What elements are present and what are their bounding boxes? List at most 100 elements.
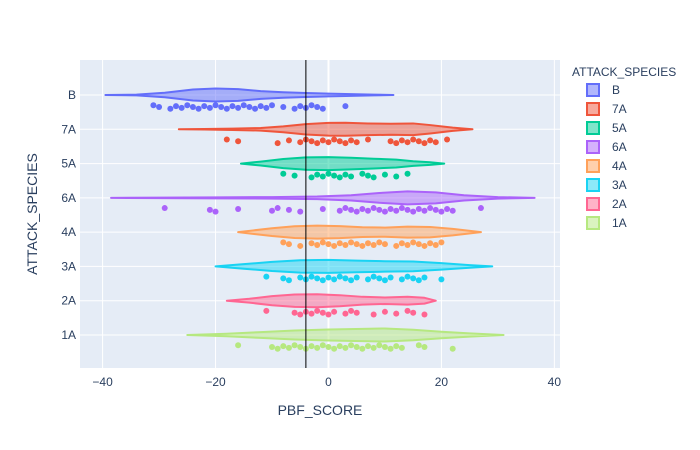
legend-item-2a: 2A bbox=[586, 197, 627, 211]
data-point bbox=[421, 242, 428, 249]
data-point bbox=[336, 174, 343, 181]
data-point bbox=[325, 274, 332, 281]
data-point bbox=[206, 206, 213, 213]
data-point bbox=[404, 307, 411, 314]
data-point bbox=[319, 137, 326, 144]
data-point bbox=[223, 105, 230, 112]
data-point bbox=[449, 345, 456, 352]
data-point bbox=[161, 205, 168, 212]
data-point bbox=[393, 140, 400, 147]
violin-6a bbox=[110, 190, 536, 206]
data-point bbox=[398, 205, 405, 212]
data-point bbox=[184, 102, 191, 109]
data-point bbox=[167, 105, 174, 112]
data-point bbox=[274, 345, 281, 352]
data-point bbox=[348, 239, 355, 246]
data-point bbox=[212, 208, 219, 215]
data-point bbox=[189, 104, 196, 110]
data-point bbox=[178, 104, 185, 111]
data-point bbox=[252, 105, 259, 112]
data-point bbox=[269, 344, 275, 350]
data-point bbox=[263, 104, 270, 111]
legend-label: 3A bbox=[612, 178, 627, 192]
violin-group-3a bbox=[214, 258, 494, 284]
data-point bbox=[353, 344, 360, 350]
data-point bbox=[387, 138, 394, 145]
data-point bbox=[376, 342, 383, 349]
legend-swatch bbox=[586, 102, 600, 116]
data-point bbox=[376, 275, 383, 282]
data-point bbox=[314, 275, 321, 282]
data-point bbox=[381, 171, 388, 178]
data-point bbox=[359, 205, 366, 212]
y-tick-label: 3A bbox=[61, 259, 76, 273]
data-point bbox=[319, 205, 326, 212]
data-point bbox=[398, 344, 405, 351]
data-point bbox=[359, 170, 366, 177]
data-point bbox=[336, 343, 343, 350]
data-point bbox=[325, 241, 332, 248]
data-point bbox=[269, 207, 275, 214]
data-point bbox=[263, 273, 270, 280]
data-point bbox=[308, 102, 315, 109]
data-point bbox=[297, 139, 304, 146]
data-point bbox=[387, 345, 394, 352]
data-point bbox=[331, 136, 338, 143]
legend-item-b: B bbox=[586, 83, 620, 97]
legend-label: 1A bbox=[612, 216, 627, 230]
data-point bbox=[438, 276, 445, 283]
data-point bbox=[365, 276, 371, 283]
data-point bbox=[342, 310, 349, 317]
legend-item-5a: 5A bbox=[586, 121, 627, 135]
data-point bbox=[381, 344, 388, 350]
data-point bbox=[427, 240, 434, 247]
data-point bbox=[387, 274, 394, 281]
data-point bbox=[398, 137, 405, 144]
data-point bbox=[257, 103, 264, 110]
data-point bbox=[376, 206, 383, 213]
data-point bbox=[427, 205, 434, 212]
data-point bbox=[342, 205, 349, 212]
legend-item-6a: 6A bbox=[586, 140, 627, 154]
data-point bbox=[331, 276, 338, 283]
x-tick-label: −20 bbox=[205, 375, 226, 389]
data-point bbox=[297, 344, 304, 350]
data-point bbox=[308, 174, 315, 181]
legend-swatch bbox=[586, 121, 600, 135]
data-point bbox=[370, 242, 377, 249]
data-point bbox=[218, 104, 225, 110]
data-point bbox=[381, 277, 388, 284]
data-point bbox=[195, 105, 202, 112]
data-point bbox=[240, 102, 247, 109]
data-point bbox=[201, 103, 208, 110]
data-point bbox=[381, 208, 388, 215]
data-point bbox=[348, 277, 355, 284]
y-tick-label: 1A bbox=[61, 328, 76, 342]
data-point bbox=[432, 242, 439, 249]
data-point bbox=[235, 104, 242, 111]
x-axis-title: PBF_SCORE bbox=[278, 402, 363, 418]
legend-label: B bbox=[612, 83, 620, 97]
data-point bbox=[421, 344, 428, 350]
violin-group-1a bbox=[186, 327, 505, 352]
data-point bbox=[325, 170, 332, 177]
y-tick-label: 2A bbox=[61, 294, 76, 308]
data-point bbox=[348, 206, 355, 213]
data-point bbox=[342, 275, 349, 282]
data-point bbox=[370, 273, 377, 280]
violin-group-7a bbox=[177, 121, 474, 147]
violin-3a bbox=[214, 258, 494, 274]
data-point bbox=[342, 242, 349, 249]
tick-labels: B 7A 5A 6A 4A 3A 2A 1A −40 −20 0 20 40 bbox=[61, 88, 561, 389]
data-point bbox=[393, 310, 400, 317]
data-point bbox=[285, 344, 292, 351]
data-point bbox=[477, 205, 484, 212]
data-point bbox=[387, 205, 394, 212]
legend-swatch bbox=[586, 159, 600, 173]
data-point bbox=[269, 102, 275, 109]
data-point bbox=[206, 104, 213, 111]
legend-label: 5A bbox=[612, 121, 627, 135]
data-point bbox=[280, 275, 287, 282]
data-point bbox=[308, 138, 315, 145]
plot-background bbox=[80, 60, 560, 368]
